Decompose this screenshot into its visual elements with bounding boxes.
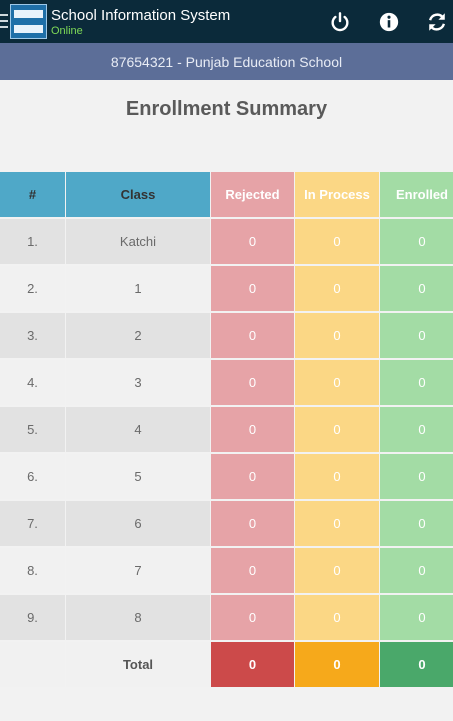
refresh-button[interactable] (422, 7, 452, 37)
row-number: 2. (0, 266, 65, 311)
app-toolbar: School Information System Online (0, 0, 453, 43)
in-process-count: 0 (295, 313, 379, 358)
table-row: 3. 2 0 0 0 (0, 313, 453, 358)
row-class: 1 (66, 266, 210, 311)
table-row: 1. Katchi 0 0 0 (0, 219, 453, 264)
total-rejected: 0 (211, 642, 294, 687)
connection-status: Online (51, 25, 83, 37)
row-class: 7 (66, 548, 210, 593)
row-class: 4 (66, 407, 210, 452)
row-class: 3 (66, 360, 210, 405)
table-row: 4. 3 0 0 0 (0, 360, 453, 405)
header-rejected: Rejected (211, 172, 294, 217)
in-process-count: 0 (295, 407, 379, 452)
rejected-count: 0 (211, 360, 294, 405)
info-icon (379, 12, 399, 32)
rejected-count: 0 (211, 266, 294, 311)
enrolled-count: 0 (380, 219, 453, 264)
enrolled-count: 0 (380, 548, 453, 593)
rejected-count: 0 (211, 595, 294, 640)
total-row: Total 0 0 0 (0, 642, 453, 687)
rejected-count: 0 (211, 454, 294, 499)
page-title: Enrollment Summary (125, 98, 328, 120)
table-row: 8. 7 0 0 0 (0, 548, 453, 593)
in-process-count: 0 (295, 219, 379, 264)
row-number: 9. (0, 595, 65, 640)
table-row: 7. 6 0 0 0 (0, 501, 453, 546)
table-row: 6. 5 0 0 0 (0, 454, 453, 499)
in-process-count: 0 (295, 548, 379, 593)
row-number: 5. (0, 407, 65, 452)
in-process-count: 0 (295, 266, 379, 311)
power-button[interactable] (325, 7, 355, 37)
enrolled-count: 0 (380, 407, 453, 452)
school-label: 87654321 - Punjab Education School (0, 43, 453, 80)
row-number: 7. (0, 501, 65, 546)
table-row: 9. 8 0 0 0 (0, 595, 453, 640)
enrolled-count: 0 (380, 266, 453, 311)
table-header: # Class Rejected In Process Enrolled (0, 172, 453, 217)
menu-icon[interactable] (0, 14, 8, 28)
rejected-count: 0 (211, 313, 294, 358)
row-number: 3. (0, 313, 65, 358)
table-row: 2. 1 0 0 0 (0, 266, 453, 311)
power-icon (331, 12, 349, 32)
row-class: 8 (66, 595, 210, 640)
header-class: Class (66, 172, 210, 217)
row-number: 8. (0, 548, 65, 593)
rejected-count: 0 (211, 407, 294, 452)
in-process-count: 0 (295, 454, 379, 499)
table-row: 5. 4 0 0 0 (0, 407, 453, 452)
row-number: 6. (0, 454, 65, 499)
enrolled-count: 0 (380, 595, 453, 640)
enrolled-count: 0 (380, 501, 453, 546)
row-class: 5 (66, 454, 210, 499)
school-logo (10, 4, 47, 39)
header-enrolled: Enrolled (380, 172, 453, 217)
row-class: Katchi (66, 219, 210, 264)
total-enrolled: 0 (380, 642, 453, 687)
rejected-count: 0 (211, 501, 294, 546)
app-title: School Information System (51, 7, 231, 24)
in-process-count: 0 (295, 595, 379, 640)
row-class: 2 (66, 313, 210, 358)
enrolled-count: 0 (380, 360, 453, 405)
row-number: 4. (0, 360, 65, 405)
in-process-count: 0 (295, 501, 379, 546)
refresh-icon (428, 13, 446, 31)
info-button[interactable] (374, 7, 404, 37)
header-number: # (0, 172, 65, 217)
rejected-count: 0 (211, 548, 294, 593)
total-label: Total (66, 642, 210, 687)
enrolled-count: 0 (380, 454, 453, 499)
total-spacer (0, 642, 65, 687)
rejected-count: 0 (211, 219, 294, 264)
row-class: 6 (66, 501, 210, 546)
total-in-process: 0 (295, 642, 379, 687)
enrolled-count: 0 (380, 313, 453, 358)
row-number: 1. (0, 219, 65, 264)
in-process-count: 0 (295, 360, 379, 405)
header-in-process: In Process (295, 172, 379, 217)
